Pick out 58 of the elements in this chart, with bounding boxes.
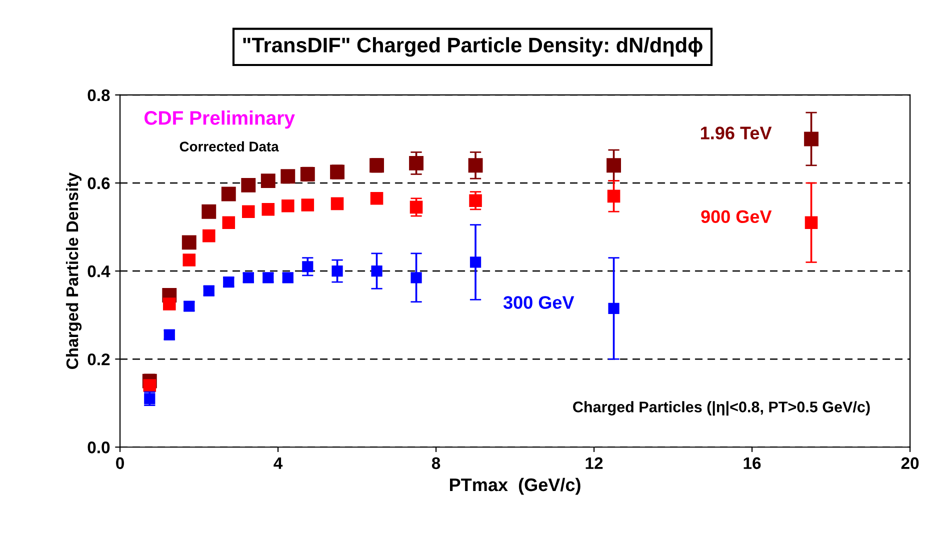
y-tick-label: 0.6 xyxy=(88,177,110,190)
point xyxy=(143,379,156,392)
series-label: 300 GeV xyxy=(503,296,574,309)
point xyxy=(302,261,314,272)
point xyxy=(332,265,343,277)
x-tick-label: 4 xyxy=(274,457,283,469)
point xyxy=(262,272,274,284)
x-tick-label: 12 xyxy=(586,457,603,469)
point xyxy=(280,169,296,184)
point xyxy=(202,204,216,219)
x-tick-label: 0 xyxy=(116,457,124,470)
chart-title: "TransDIF" Charged Particle Density: dN/dηdϕ xyxy=(243,37,702,57)
y-tick-label: 0.2 xyxy=(88,353,110,366)
point xyxy=(282,199,294,212)
point xyxy=(371,265,382,277)
point xyxy=(468,158,483,173)
point xyxy=(409,156,424,170)
point xyxy=(606,158,621,173)
series-label: 1.96 TeV xyxy=(700,126,772,140)
point xyxy=(608,302,620,314)
point xyxy=(242,205,255,218)
point xyxy=(184,300,195,312)
point xyxy=(203,285,214,296)
y-tick-label: 0.8 xyxy=(88,89,110,102)
y-tick-label: 0.4 xyxy=(88,265,110,278)
point xyxy=(223,276,234,288)
point xyxy=(221,186,236,202)
x-tick-label: 8 xyxy=(432,457,440,470)
point xyxy=(282,272,294,284)
point xyxy=(410,272,422,284)
x-tick-label: 16 xyxy=(744,457,761,470)
annotation: CDF Preliminary xyxy=(144,110,295,129)
point xyxy=(410,200,423,214)
point xyxy=(242,272,254,284)
point xyxy=(330,197,344,210)
point xyxy=(182,254,196,266)
point xyxy=(804,132,819,146)
y-axis-title: Charged Particle Density xyxy=(66,172,82,369)
point xyxy=(370,192,384,205)
y-tick-label: 0.0 xyxy=(88,442,110,454)
point xyxy=(804,216,818,229)
point xyxy=(164,329,175,340)
point xyxy=(607,190,620,203)
point xyxy=(262,203,275,216)
point xyxy=(182,235,196,250)
point xyxy=(202,229,216,242)
point xyxy=(301,198,314,212)
point xyxy=(241,178,256,192)
x-tick-label: 20 xyxy=(901,457,919,470)
series-label: 900 GeV xyxy=(701,210,772,224)
point xyxy=(163,298,176,310)
point xyxy=(470,256,482,268)
annotation: Charged Particles (|η|<0.8, PT>0.5 GeV/c) xyxy=(573,401,870,416)
point xyxy=(222,216,236,229)
annotation: Corrected Data xyxy=(180,141,279,152)
x-axis-title: PTmax (GeV/c) xyxy=(450,478,580,495)
point xyxy=(469,194,482,207)
point xyxy=(260,174,276,188)
